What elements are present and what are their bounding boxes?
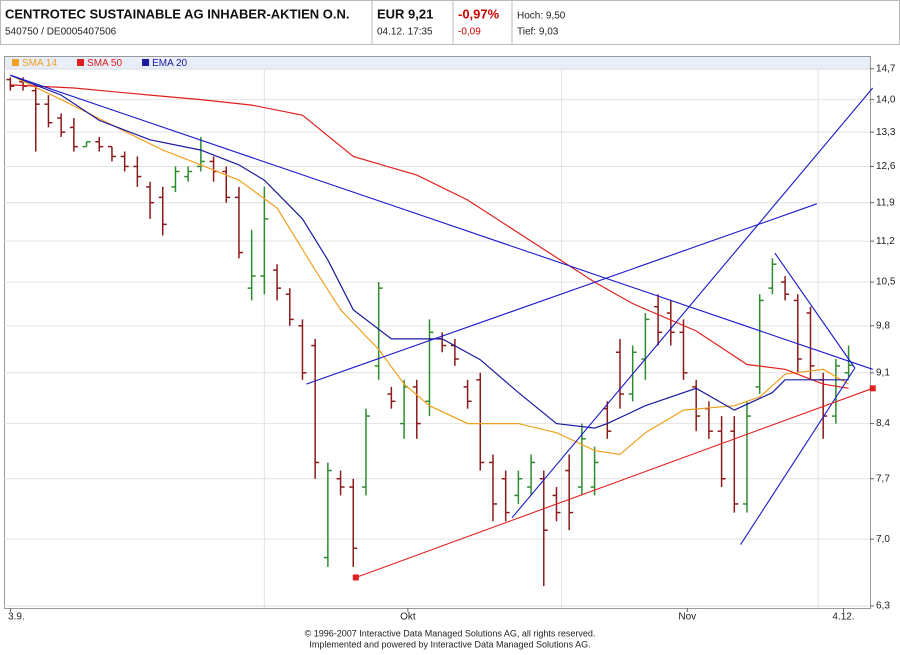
price: EUR 9,21 <box>377 6 433 21</box>
y-tick-label: 11,9 <box>876 197 895 208</box>
y-tick-label: 7,7 <box>876 473 890 484</box>
trend-line <box>10 74 873 370</box>
ma-line <box>10 74 849 456</box>
trend-line <box>306 203 817 385</box>
plot <box>6 74 876 587</box>
y-tick-label: 10,5 <box>876 277 896 288</box>
x-tick-label: 4.12. <box>832 612 854 623</box>
y-tick-label: 6,3 <box>876 601 890 612</box>
y-tick-label: 12,6 <box>876 161 896 172</box>
y-tick-label: 9,1 <box>876 367 890 378</box>
day-low: Tief: 9,03 <box>517 27 559 38</box>
stock-ids: 540750 / DE0005407506 <box>5 27 117 38</box>
trend-line <box>774 252 856 369</box>
x-tick-label: Nov <box>678 612 696 623</box>
y-tick-label: 14,7 <box>876 63 896 74</box>
plot-frame <box>4 56 871 609</box>
trend-line <box>355 387 873 579</box>
x-tick-label: 3.9. <box>8 612 25 623</box>
change: -0,09 <box>458 27 481 38</box>
y-tick-label: 13,3 <box>876 127 896 138</box>
change-pct: -0,97% <box>458 6 500 21</box>
legend-swatch <box>77 59 85 66</box>
legend-band <box>4 56 870 70</box>
copyright: © 1996-2007 Interactive Data Managed Sol… <box>305 628 596 638</box>
legend-label: SMA 50 <box>87 58 122 69</box>
x-tick-label: Okt <box>400 612 416 623</box>
day-high: Hoch: 9,50 <box>517 11 566 22</box>
credit: Implemented and powered by Interactive D… <box>309 639 590 649</box>
y-tick-label: 9,8 <box>876 320 890 331</box>
y-tick-label: 14,0 <box>876 94 896 105</box>
ma-line <box>10 84 849 389</box>
legend-swatch <box>142 59 150 66</box>
axes: 14,7 14,0 13,3 12,6 11,9 11,2 10,5 9,8 9,1 8,4 7,7… <box>8 58 896 623</box>
trend-end-marker <box>352 574 359 581</box>
legend-label: EMA 20 <box>152 58 187 69</box>
trend-line <box>740 367 856 545</box>
ma-line <box>10 74 849 429</box>
header-box <box>0 0 900 45</box>
y-tick-label: 8,4 <box>876 418 890 429</box>
legend-label: SMA 14 <box>22 58 57 69</box>
trend-end-marker <box>869 385 876 392</box>
trend-line <box>511 87 874 519</box>
y-tick-label: 7,0 <box>876 534 890 545</box>
time: 04.12. 17:35 <box>377 27 433 38</box>
grid <box>4 68 870 608</box>
stock-title: CENTROTEC SUSTAINABLE AG INHABER-AKTIEN … <box>5 6 350 21</box>
legend-swatch <box>12 59 19 66</box>
y-tick-label: 11,2 <box>876 236 895 247</box>
